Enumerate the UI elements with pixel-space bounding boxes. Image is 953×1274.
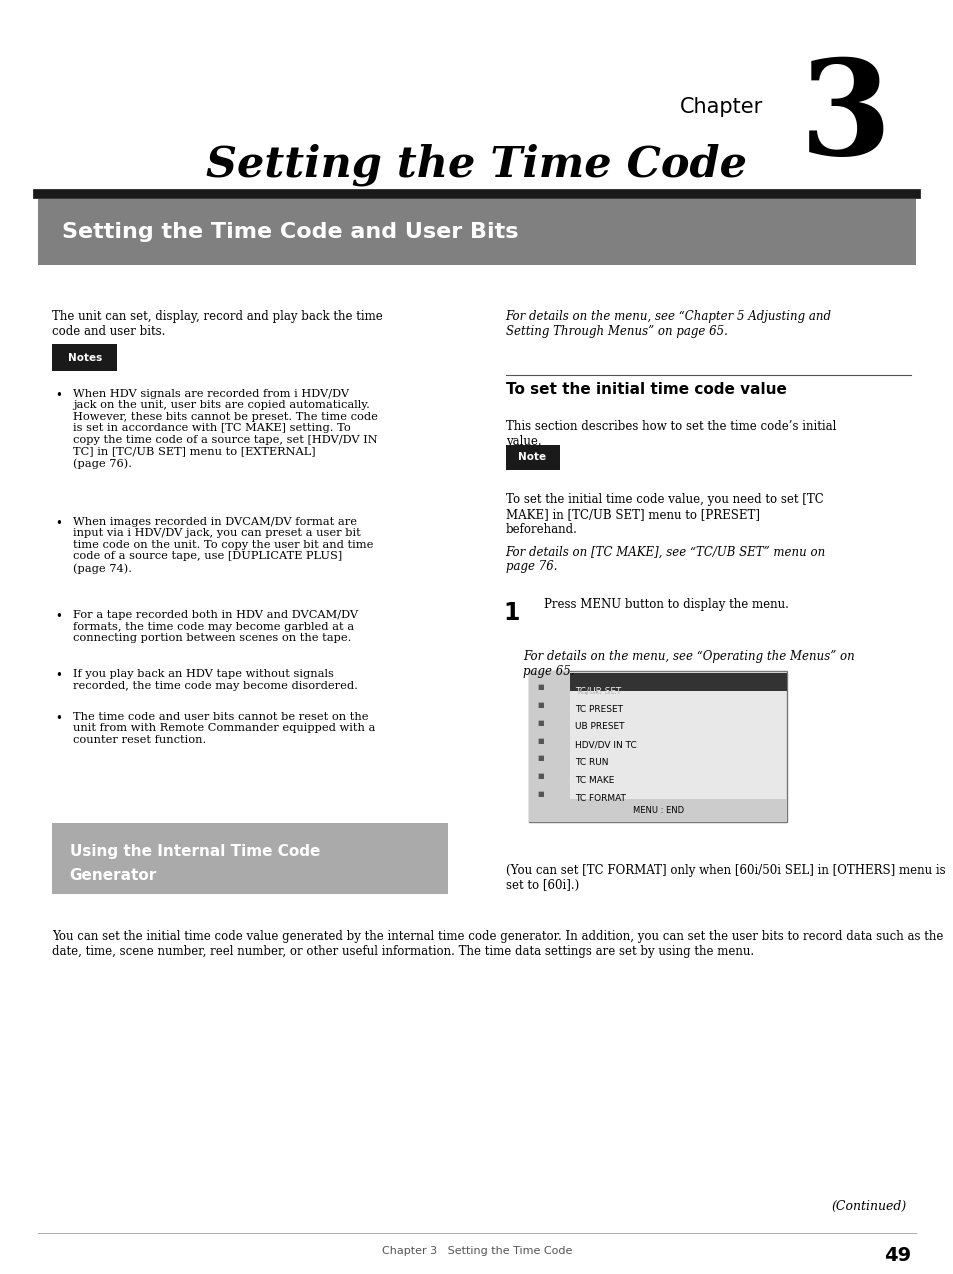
Text: ■: ■ bbox=[537, 791, 543, 798]
FancyBboxPatch shape bbox=[529, 799, 786, 822]
Text: Using the Internal Time Code: Using the Internal Time Code bbox=[70, 843, 319, 859]
Text: •: • bbox=[55, 711, 62, 725]
Text: TC/UB SET: TC/UB SET bbox=[575, 687, 621, 696]
Text: For details on the menu, see “Operating the Menus” on
page 65.: For details on the menu, see “Operating … bbox=[522, 650, 854, 678]
Text: To set the initial time code value, you need to set [TC
MAKE] in [TC/UB SET] men: To set the initial time code value, you … bbox=[505, 493, 822, 536]
FancyBboxPatch shape bbox=[529, 671, 786, 822]
Text: Setting the Time Code: Setting the Time Code bbox=[206, 144, 747, 186]
Text: Note: Note bbox=[517, 452, 546, 462]
Text: TC FORMAT: TC FORMAT bbox=[575, 794, 625, 803]
Text: ■: ■ bbox=[537, 773, 543, 780]
Text: MENU : END: MENU : END bbox=[632, 805, 683, 815]
Text: When HDV signals are recorded from i HDV/DV
jack on the unit, user bits are copi: When HDV signals are recorded from i HDV… bbox=[73, 389, 378, 469]
FancyBboxPatch shape bbox=[52, 344, 117, 371]
Text: For details on [TC MAKE], see “TC/UB SET” menu on
page 76.: For details on [TC MAKE], see “TC/UB SET… bbox=[505, 545, 825, 573]
Text: Generator: Generator bbox=[70, 868, 156, 883]
Text: Setting the Time Code and User Bits: Setting the Time Code and User Bits bbox=[62, 222, 518, 242]
Text: ■: ■ bbox=[537, 684, 543, 691]
Text: ■: ■ bbox=[537, 720, 543, 726]
Text: (You can set [TC FORMAT] only when [60i/50i SEL] in [OTHERS] menu is set to [60i: (You can set [TC FORMAT] only when [60i/… bbox=[505, 864, 944, 892]
Text: When images recorded in DVCAM/DV format are
input via i HDV/DV jack, you can pre: When images recorded in DVCAM/DV format … bbox=[73, 517, 374, 573]
Text: TC RUN: TC RUN bbox=[575, 758, 608, 767]
Text: 49: 49 bbox=[883, 1246, 910, 1265]
Text: TC PRESET: TC PRESET bbox=[575, 705, 622, 713]
Text: TC MAKE: TC MAKE bbox=[575, 776, 614, 785]
Text: •: • bbox=[55, 610, 62, 623]
Text: UB PRESET: UB PRESET bbox=[575, 722, 624, 731]
Text: 3: 3 bbox=[800, 54, 891, 182]
FancyBboxPatch shape bbox=[529, 671, 569, 799]
Text: To set the initial time code value: To set the initial time code value bbox=[505, 382, 785, 397]
Text: The unit can set, display, record and play back the time
code and user bits.: The unit can set, display, record and pl… bbox=[52, 310, 383, 338]
Text: The time code and user bits cannot be reset on the
unit from with Remote Command: The time code and user bits cannot be re… bbox=[73, 711, 375, 745]
FancyBboxPatch shape bbox=[505, 445, 559, 470]
Text: (Continued): (Continued) bbox=[830, 1200, 905, 1213]
Text: ■: ■ bbox=[537, 755, 543, 762]
Text: ■: ■ bbox=[537, 702, 543, 708]
Text: •: • bbox=[55, 670, 62, 683]
Text: HDV/DV IN TC: HDV/DV IN TC bbox=[575, 740, 637, 749]
FancyBboxPatch shape bbox=[569, 673, 786, 691]
Text: Chapter 3   Setting the Time Code: Chapter 3 Setting the Time Code bbox=[381, 1246, 572, 1256]
Text: This section describes how to set the time code’s initial
value.: This section describes how to set the ti… bbox=[505, 420, 835, 448]
Text: •: • bbox=[55, 517, 62, 530]
Text: ■: ■ bbox=[537, 738, 543, 744]
FancyBboxPatch shape bbox=[38, 199, 915, 265]
Text: For details on the menu, see “Chapter 5 Adjusting and
Setting Through Menus” on : For details on the menu, see “Chapter 5 … bbox=[505, 310, 831, 338]
Text: TC/UB SET: TC/UB SET bbox=[575, 687, 621, 696]
FancyBboxPatch shape bbox=[52, 823, 448, 894]
Text: If you play back an HDV tape without signals
recorded, the time code may become : If you play back an HDV tape without sig… bbox=[73, 670, 358, 691]
Text: For a tape recorded both in HDV and DVCAM/DV
formats, the time code may become g: For a tape recorded both in HDV and DVCA… bbox=[73, 610, 358, 643]
Text: You can set the initial time code value generated by the internal time code gene: You can set the initial time code value … bbox=[52, 930, 943, 958]
Text: Chapter: Chapter bbox=[679, 97, 762, 117]
Text: 1: 1 bbox=[503, 601, 519, 626]
Text: Press MENU button to display the menu.: Press MENU button to display the menu. bbox=[543, 598, 788, 610]
Text: Notes: Notes bbox=[68, 353, 102, 363]
Text: •: • bbox=[55, 389, 62, 401]
